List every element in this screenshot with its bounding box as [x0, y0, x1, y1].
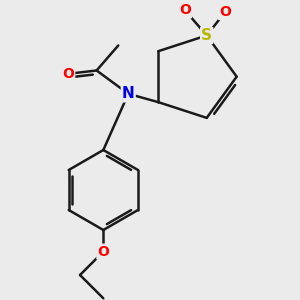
Text: O: O — [98, 245, 109, 259]
Text: O: O — [62, 67, 74, 81]
Text: N: N — [122, 86, 135, 101]
Text: S: S — [201, 28, 212, 43]
Text: O: O — [219, 5, 231, 19]
Text: O: O — [179, 4, 191, 17]
